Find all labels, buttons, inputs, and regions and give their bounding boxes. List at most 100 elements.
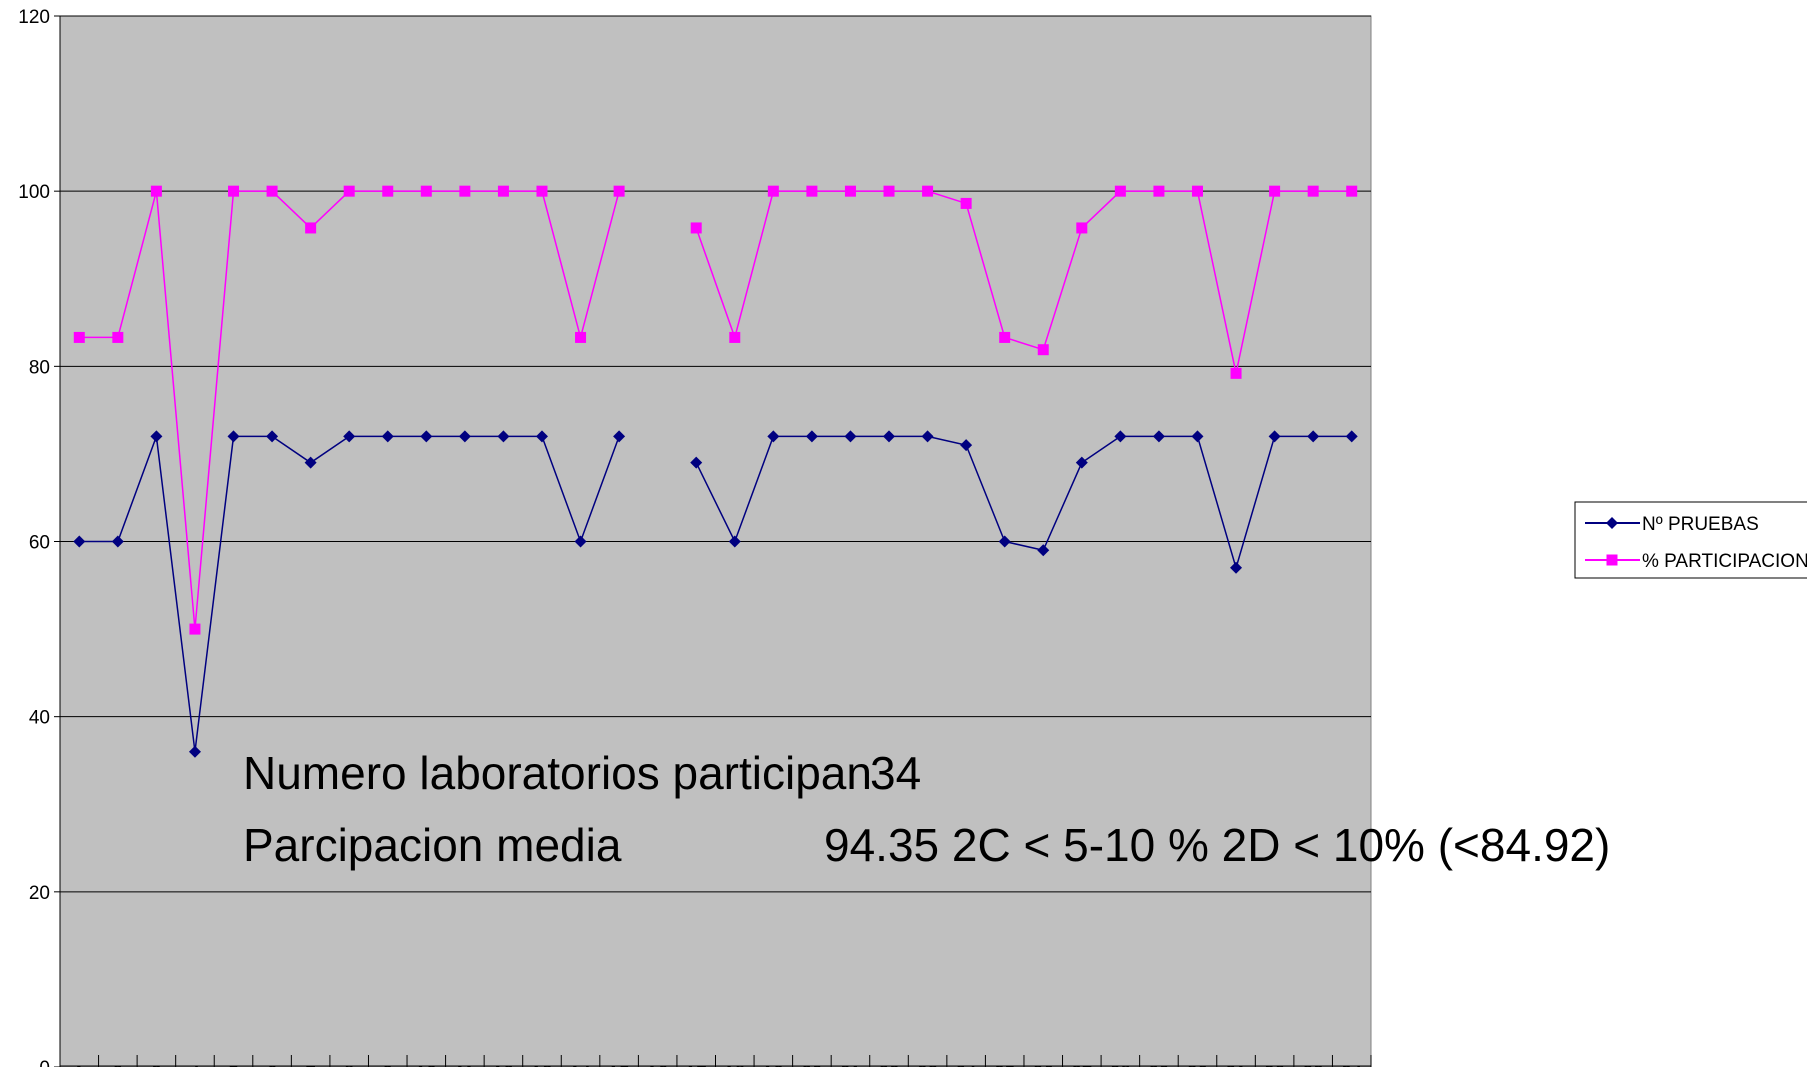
data-point — [266, 185, 278, 197]
data-point — [1269, 185, 1281, 197]
data-point — [883, 185, 895, 197]
data-point — [921, 430, 934, 443]
x-tick-label: 22 — [878, 1063, 899, 1067]
data-point — [497, 430, 510, 443]
data-point — [189, 623, 201, 635]
data-point — [343, 430, 356, 443]
x-tick-label: 13 — [531, 1063, 552, 1067]
series-1 — [73, 430, 1358, 758]
x-tick-label: 31 — [1225, 1063, 1246, 1067]
data-point — [922, 185, 934, 197]
data-point — [767, 430, 780, 443]
data-point — [1345, 430, 1358, 443]
data-point — [1230, 561, 1243, 574]
data-point — [381, 430, 394, 443]
data-point — [1307, 430, 1320, 443]
data-point — [111, 535, 124, 548]
x-tick-label: 25 — [994, 1063, 1015, 1067]
data-point — [844, 185, 856, 197]
data-point — [1268, 430, 1281, 443]
x-tick-label: 16 — [647, 1063, 668, 1067]
x-tick-label: 21 — [840, 1063, 861, 1067]
x-tick-label: 5 — [228, 1063, 239, 1067]
x-tick-label: 17 — [686, 1063, 707, 1067]
data-point — [382, 185, 394, 197]
data-point — [188, 745, 201, 758]
data-point — [1075, 456, 1088, 469]
x-tick-label: 7 — [305, 1063, 316, 1067]
series-2 — [73, 185, 1358, 635]
data-point — [613, 430, 626, 443]
x-tick-label: 28 — [1110, 1063, 1131, 1067]
data-point — [1191, 430, 1204, 443]
x-tick-label: 6 — [267, 1063, 278, 1067]
data-point — [767, 185, 779, 197]
data-point — [343, 185, 355, 197]
x-tick-label: 30 — [1187, 1063, 1208, 1067]
data-point — [458, 430, 471, 443]
data-point — [1307, 185, 1319, 197]
data-point — [613, 185, 625, 197]
data-point — [1037, 344, 1049, 356]
series-layer — [73, 185, 1358, 758]
x-tick-label: 24 — [956, 1063, 978, 1067]
x-tick-label: 4 — [190, 1063, 201, 1067]
data-point — [305, 222, 317, 234]
annotation-labs-value: 34 — [870, 747, 921, 799]
x-tick-label: 11 — [455, 1063, 475, 1067]
y-tick-label: 100 — [18, 182, 50, 203]
series-line — [695, 190, 1352, 374]
data-point — [228, 185, 240, 197]
data-point — [805, 430, 818, 443]
data-point — [304, 456, 317, 469]
data-point — [728, 535, 741, 548]
x-tick-label: 34 — [1341, 1063, 1363, 1067]
data-point — [575, 331, 587, 343]
x-tick-label: 32 — [1264, 1063, 1285, 1067]
x-axis: 1234567891011121314151617181920212223242… — [59, 1055, 1372, 1067]
data-point — [266, 430, 279, 443]
data-point — [459, 185, 471, 197]
data-point — [1114, 185, 1126, 197]
data-point — [150, 430, 163, 443]
data-point — [1076, 222, 1088, 234]
x-tick-label: 26 — [1033, 1063, 1054, 1067]
data-point — [690, 222, 702, 234]
annotation-mean-value: 94.35 2C < 5-10 % 2D < 10% (<84.92) — [824, 819, 1610, 871]
data-point — [1153, 185, 1165, 197]
data-point — [690, 456, 703, 469]
data-point — [883, 430, 896, 443]
x-tick-label: 2 — [113, 1063, 124, 1067]
x-tick-label: 33 — [1303, 1063, 1324, 1067]
x-tick-label: 18 — [724, 1063, 745, 1067]
data-point — [1230, 367, 1242, 379]
data-point — [960, 197, 972, 209]
x-tick-label: 1 — [74, 1063, 85, 1067]
data-point — [960, 439, 973, 452]
legend-marker — [1606, 517, 1618, 529]
data-point — [1191, 185, 1203, 197]
data-point — [1152, 430, 1165, 443]
data-point — [73, 331, 85, 343]
x-tick-label: 29 — [1148, 1063, 1169, 1067]
x-tick-label: 23 — [917, 1063, 938, 1067]
x-tick-label: 12 — [493, 1063, 514, 1067]
y-tick-label: 0 — [39, 1058, 50, 1067]
y-tick-label: 40 — [29, 708, 50, 729]
data-point — [535, 430, 548, 443]
x-tick-label: 15 — [609, 1063, 630, 1067]
data-point — [806, 185, 818, 197]
annotation-box: Numero laboratorios participan 34 Parcip… — [243, 747, 1610, 871]
x-tick-label: 3 — [151, 1063, 162, 1067]
y-tick-label: 20 — [29, 883, 50, 904]
y-axis: 0 20 40 60 80 100 120 — [18, 7, 61, 1067]
data-point — [998, 535, 1011, 548]
y-tick-label: 120 — [18, 7, 50, 28]
data-point — [1346, 185, 1358, 197]
legend-marker — [1606, 554, 1618, 566]
y-tick-label: 60 — [29, 533, 50, 554]
data-point — [1114, 430, 1127, 443]
data-point — [844, 430, 857, 443]
annotation-labs-label: Numero laboratorios participan — [243, 747, 872, 799]
